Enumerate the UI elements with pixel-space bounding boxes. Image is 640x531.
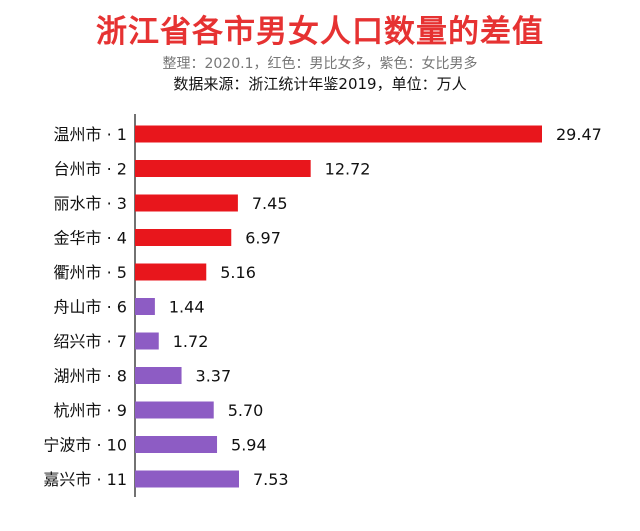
value-label: 5.94 xyxy=(231,436,267,455)
bar-9 xyxy=(135,401,214,419)
category-label: 丽水市 · 3 xyxy=(54,194,127,213)
value-label: 5.70 xyxy=(228,401,264,420)
value-label: 7.53 xyxy=(253,470,289,489)
category-label: 温州市 · 1 xyxy=(54,125,127,144)
value-label: 5.16 xyxy=(220,263,256,282)
bar-4 xyxy=(135,229,232,246)
value-label: 1.44 xyxy=(169,298,205,317)
value-label: 1.72 xyxy=(173,332,209,351)
bar-3 xyxy=(135,194,238,212)
value-label: 29.47 xyxy=(556,125,602,144)
category-label: 宁波市 · 10 xyxy=(43,436,127,455)
bar-6 xyxy=(135,298,155,315)
category-label: 湖州市 · 8 xyxy=(54,367,127,386)
value-label: 12.72 xyxy=(325,160,371,179)
chart-source: 数据来源：浙江统计年鉴2019，单位：万人 xyxy=(173,75,467,93)
chart-title: 浙江省各市男女人口数量的差值 xyxy=(96,14,544,50)
category-label: 衢州市 · 5 xyxy=(54,263,127,282)
category-label: 舟山市 · 6 xyxy=(54,298,127,317)
bar-11 xyxy=(135,470,239,488)
bar-10 xyxy=(135,436,218,453)
category-label: 金华市 · 4 xyxy=(54,229,127,248)
category-label: 绍兴市 · 7 xyxy=(54,332,127,351)
value-label: 6.97 xyxy=(245,229,281,248)
bar-2 xyxy=(135,160,311,177)
category-label: 杭州市 · 9 xyxy=(54,401,127,420)
value-label: 7.45 xyxy=(252,194,288,213)
category-label: 台州市 · 2 xyxy=(54,160,127,179)
chart-subtitle: 整理：2020.1，红色：男比女多，紫色：女比男多 xyxy=(162,56,478,72)
bar-1 xyxy=(135,125,542,143)
bar-8 xyxy=(135,367,182,384)
category-label: 嘉兴市 · 11 xyxy=(43,470,127,489)
bar-chart: 温州市 · 1 29.47 台州市 · 2 12.72 丽水市 · 3 7.45 金华市 ·… xyxy=(43,114,602,497)
bar-7 xyxy=(135,332,159,350)
bar-5 xyxy=(135,263,207,281)
value-label: 3.37 xyxy=(196,367,232,386)
